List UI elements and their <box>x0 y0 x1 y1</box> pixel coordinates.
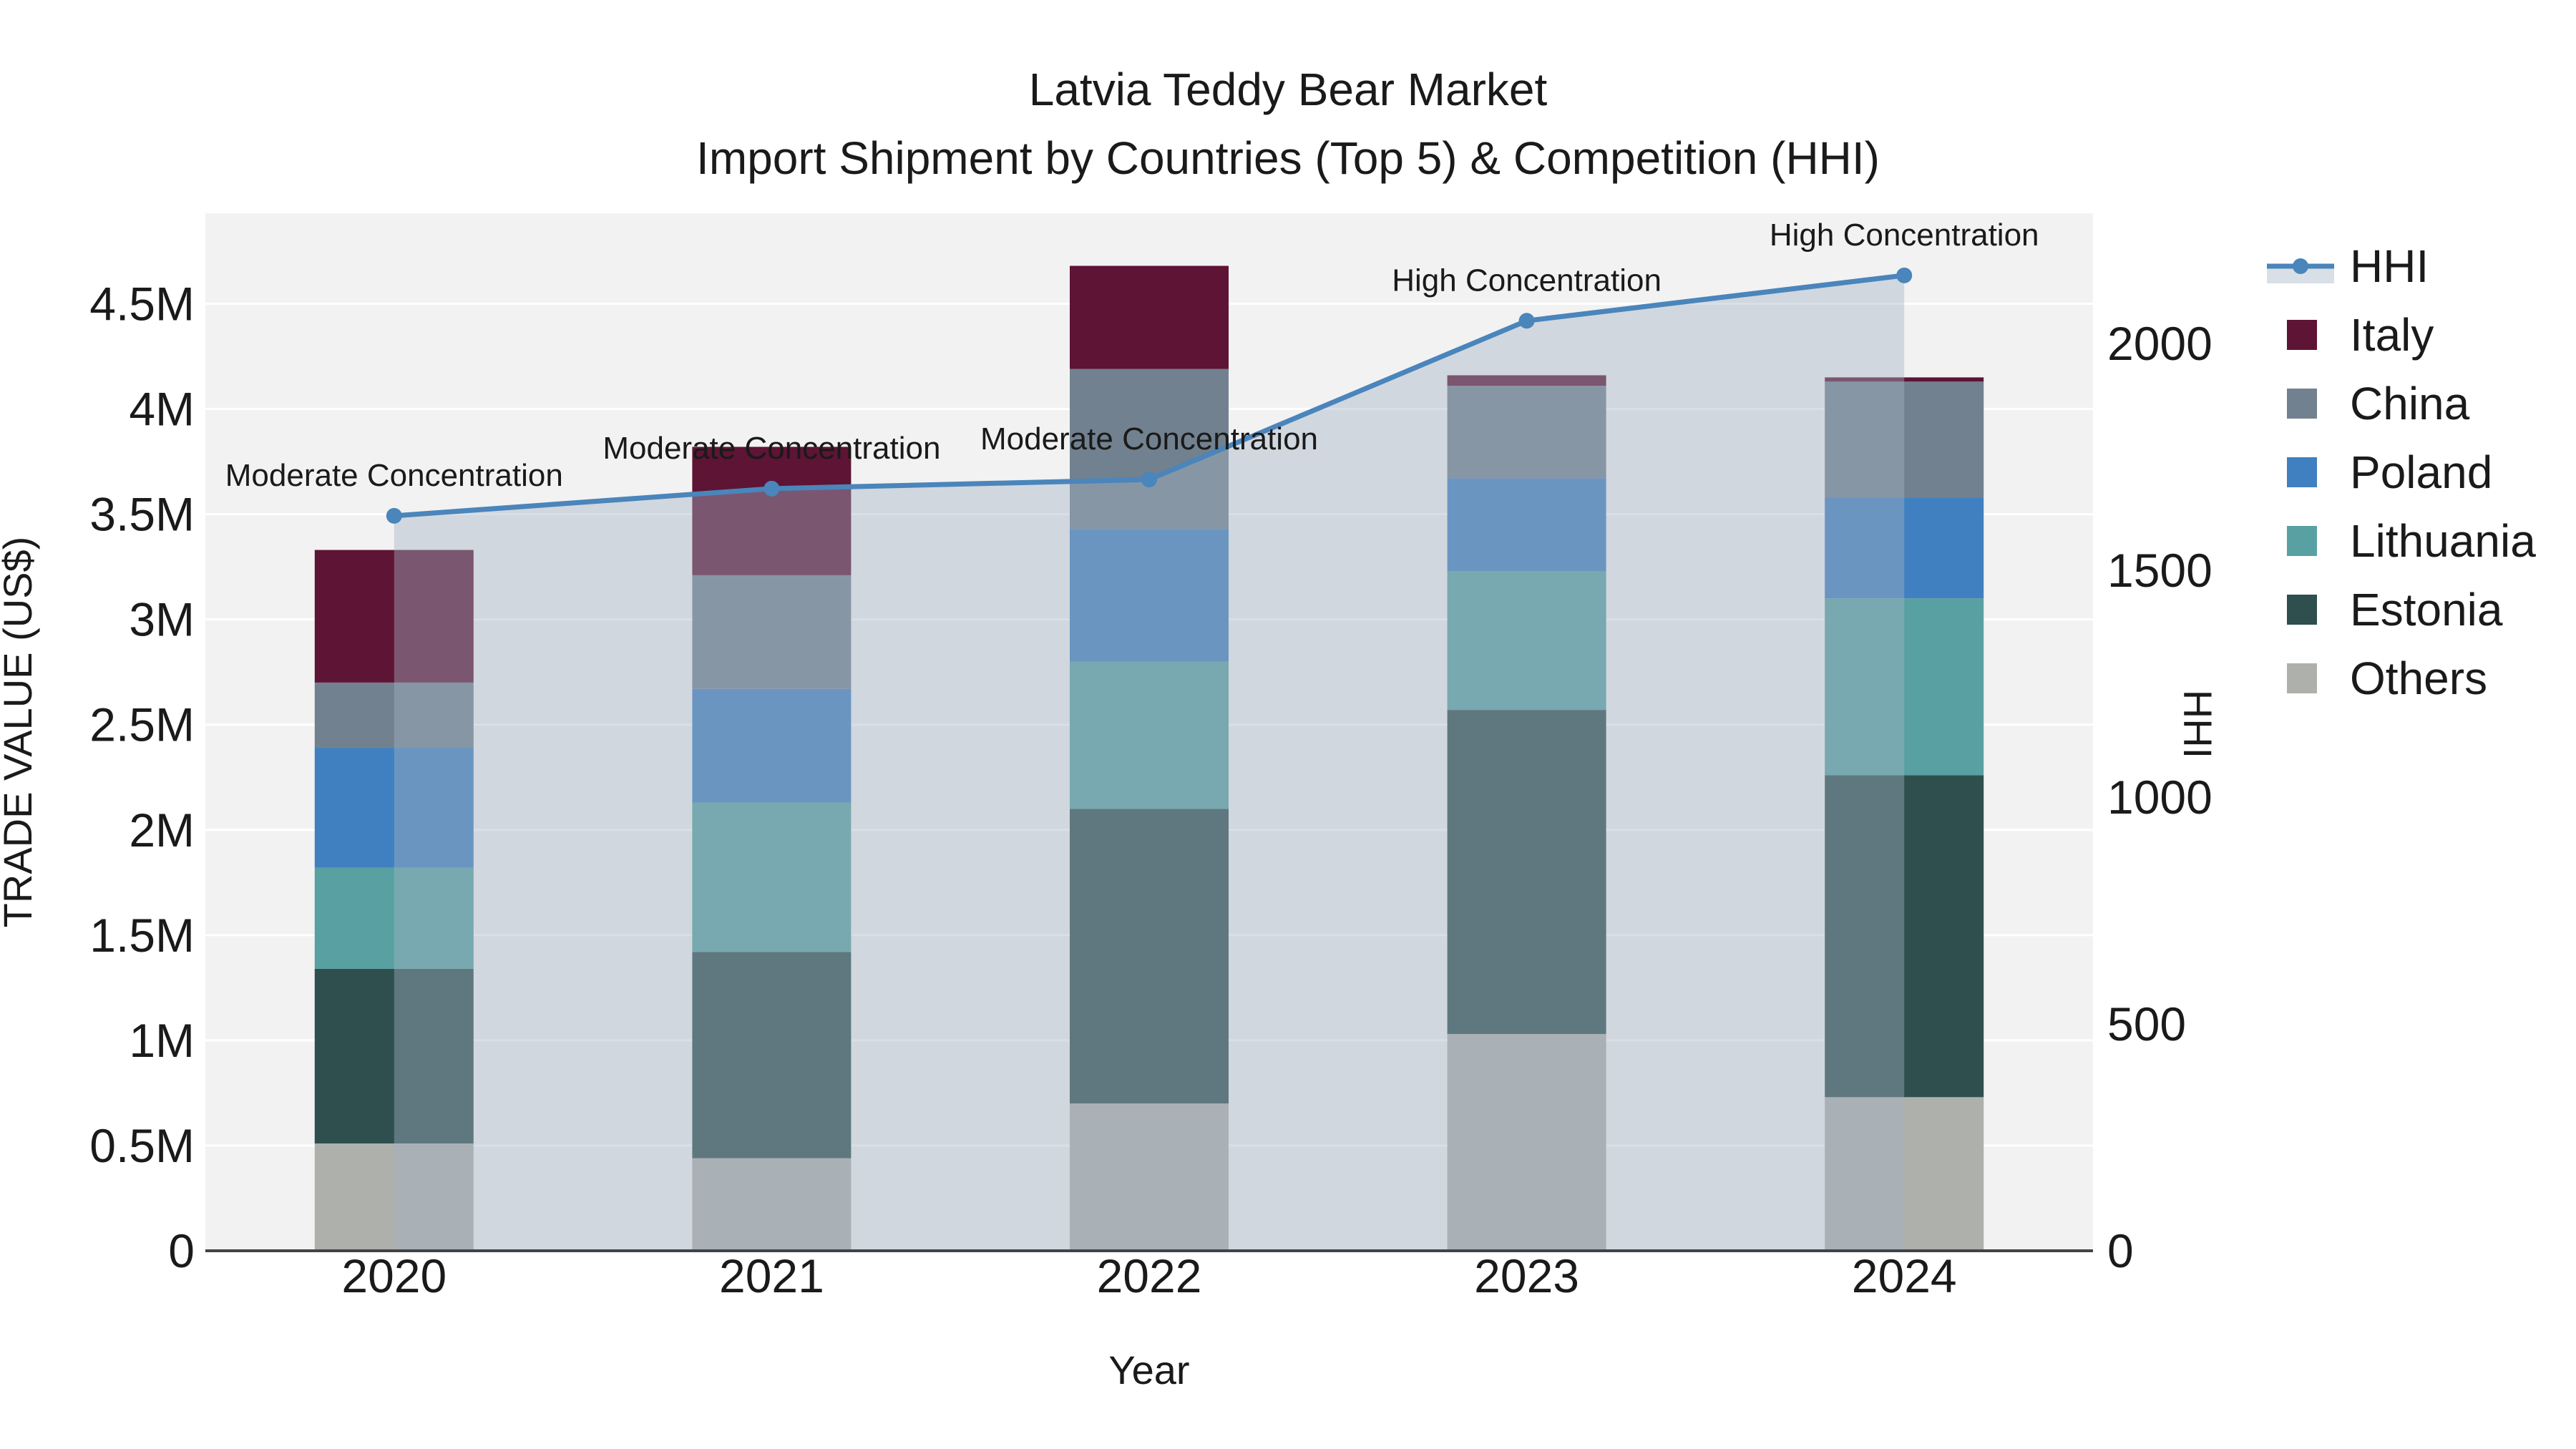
annotations: Moderate Concentration Moderate Concentra… <box>225 218 2039 493</box>
legend-color-swatch-italy <box>2287 320 2317 350</box>
bar-segment-others-2020[interactable] <box>314 1143 474 1251</box>
y-right-tick-label: 1500 <box>2107 544 2212 597</box>
y-axis-right-title: HHI <box>2175 690 2220 758</box>
y-left-tick-label: 0.5M <box>89 1119 195 1172</box>
bar-segment-china-2022[interactable] <box>1070 369 1229 530</box>
chart-title-line2: Import Shipment by Countries (Top 5) & C… <box>696 132 1880 184</box>
legend-label-lithuania: Lithuania <box>2350 515 2536 567</box>
legend-item-china[interactable]: China <box>2287 378 2470 429</box>
bar-segment-poland-2022[interactable] <box>1070 529 1229 662</box>
bar-segment-estonia-2020[interactable] <box>314 968 474 1143</box>
legend-color-swatch-china <box>2287 389 2317 419</box>
hhi-area-fill <box>394 275 1905 1252</box>
legend-color-swatch-estonia <box>2287 595 2317 625</box>
x-tick-label-2021: 2021 <box>719 1249 824 1302</box>
y-right-tick-label: 0 <box>2107 1224 2134 1277</box>
bar-segment-italy-2023[interactable] <box>1447 375 1606 386</box>
bar-segment-china-2021[interactable] <box>692 575 852 689</box>
hhi-marker-2023[interactable] <box>1518 313 1535 329</box>
bar-segment-estonia-2021[interactable] <box>692 952 852 1158</box>
legend-label-italy: Italy <box>2350 309 2434 361</box>
y-left-tick-label: 1.5M <box>89 909 195 962</box>
legend-item-poland[interactable]: Poland <box>2287 447 2492 498</box>
plot-area-layer: 0 0.5M 1M 1.5M 2M 2.5M 3M 3.5M 4M 4.5M 0 500 1000 150… <box>89 213 2212 1302</box>
bar-segment-others-2022[interactable] <box>1070 1103 1229 1251</box>
bar-segment-lithuania-2024[interactable] <box>1825 598 1984 776</box>
y-left-tick-label: 0 <box>168 1224 195 1277</box>
y-right-tick-label: 500 <box>2107 997 2186 1050</box>
annotation-2022: Moderate Concentration <box>980 421 1318 457</box>
annotation-2020: Moderate Concentration <box>225 458 563 493</box>
bar-segment-lithuania-2023[interactable] <box>1447 571 1606 711</box>
bar-segment-italy-2021[interactable] <box>692 447 852 575</box>
bar-segment-italy-2022[interactable] <box>1070 265 1229 369</box>
bar-segment-italy-2024[interactable] <box>1825 377 1984 382</box>
x-tick-label-2022: 2022 <box>1097 1249 1202 1302</box>
bar-segment-estonia-2023[interactable] <box>1447 710 1606 1035</box>
annotation-2021: Moderate Concentration <box>602 431 940 466</box>
legend-label-hhi: HHI <box>2350 240 2429 292</box>
legend-item-italy[interactable]: Italy <box>2287 309 2434 361</box>
legend-label-estonia: Estonia <box>2350 584 2503 635</box>
legend-label-poland: Poland <box>2350 447 2492 498</box>
bar-segment-poland-2020[interactable] <box>314 748 474 868</box>
stacked-bars <box>314 265 1984 1251</box>
y-left-tick-label: 4.5M <box>89 277 195 330</box>
legend-label-others: Others <box>2350 653 2487 704</box>
hhi-marker-2022[interactable] <box>1141 472 1157 488</box>
hhi-marker-2024[interactable] <box>1896 267 1913 283</box>
bar-segment-poland-2021[interactable] <box>692 688 852 803</box>
y-left-tick-label: 2.5M <box>89 698 195 751</box>
bar-segment-china-2024[interactable] <box>1825 381 1984 498</box>
bar-segment-lithuania-2020[interactable] <box>314 867 474 969</box>
bar-segment-estonia-2024[interactable] <box>1825 775 1984 1098</box>
bar-segment-china-2023[interactable] <box>1447 386 1606 479</box>
y-left-tick-label: 4M <box>129 383 195 436</box>
annotation-2024: High Concentration <box>1770 218 2039 253</box>
x-axis-tick-labels: 2020 2021 2022 2023 2024 <box>341 1249 1956 1302</box>
legend-item-estonia[interactable]: Estonia <box>2287 584 2503 635</box>
y-left-tick-label: 1M <box>129 1014 195 1067</box>
legend-item-others[interactable]: Others <box>2287 653 2487 704</box>
x-tick-label-2024: 2024 <box>1852 1249 1957 1302</box>
x-tick-label-2023: 2023 <box>1474 1249 1579 1302</box>
bar-segment-lithuania-2022[interactable] <box>1070 661 1229 809</box>
bar-segment-others-2023[interactable] <box>1447 1034 1606 1251</box>
legend-item-lithuania[interactable]: Lithuania <box>2287 515 2536 567</box>
legend-color-swatch-poland <box>2287 457 2317 487</box>
y-axis-left-title: TRADE VALUE (US$) <box>0 537 40 928</box>
y-axis-left-tick-labels: 0 0.5M 1M 1.5M 2M 2.5M 3M 3.5M 4M 4.5M <box>89 277 195 1277</box>
hhi-marker-2020[interactable] <box>386 507 402 524</box>
chart-title-line1: Latvia Teddy Bear Market <box>1029 64 1548 115</box>
bar-segment-china-2020[interactable] <box>314 682 474 748</box>
y-left-tick-label: 3M <box>129 593 195 646</box>
legend: HHI Italy China Poland Lithuania Estonia Other… <box>2267 240 2536 704</box>
legend-color-swatch-others <box>2287 663 2317 693</box>
y-right-tick-label: 2000 <box>2107 317 2212 370</box>
bar-segment-poland-2024[interactable] <box>1825 497 1984 599</box>
y-left-tick-label: 3.5M <box>89 488 195 541</box>
hhi-marker-2021[interactable] <box>763 480 780 497</box>
bar-segment-others-2021[interactable] <box>692 1158 852 1251</box>
annotation-2023: High Concentration <box>1392 263 1662 298</box>
legend-color-swatch-lithuania <box>2287 526 2317 556</box>
bar-segment-estonia-2022[interactable] <box>1070 809 1229 1104</box>
x-axis-title: Year <box>1108 1347 1189 1392</box>
bar-segment-italy-2020[interactable] <box>314 550 474 683</box>
y-right-tick-label: 1000 <box>2107 771 2212 824</box>
legend-item-hhi[interactable]: HHI <box>2267 240 2429 292</box>
x-tick-label-2020: 2020 <box>341 1249 447 1302</box>
legend-hhi-marker-swatch <box>2293 258 2308 274</box>
bar-segment-poland-2023[interactable] <box>1447 478 1606 571</box>
y-axis-right-tick-labels: 0 500 1000 1500 2000 <box>2107 317 2212 1277</box>
y-left-tick-label: 2M <box>129 804 195 857</box>
bar-segment-others-2024[interactable] <box>1825 1097 1984 1251</box>
legend-label-china: China <box>2350 378 2470 429</box>
bar-segment-lithuania-2021[interactable] <box>692 802 852 952</box>
